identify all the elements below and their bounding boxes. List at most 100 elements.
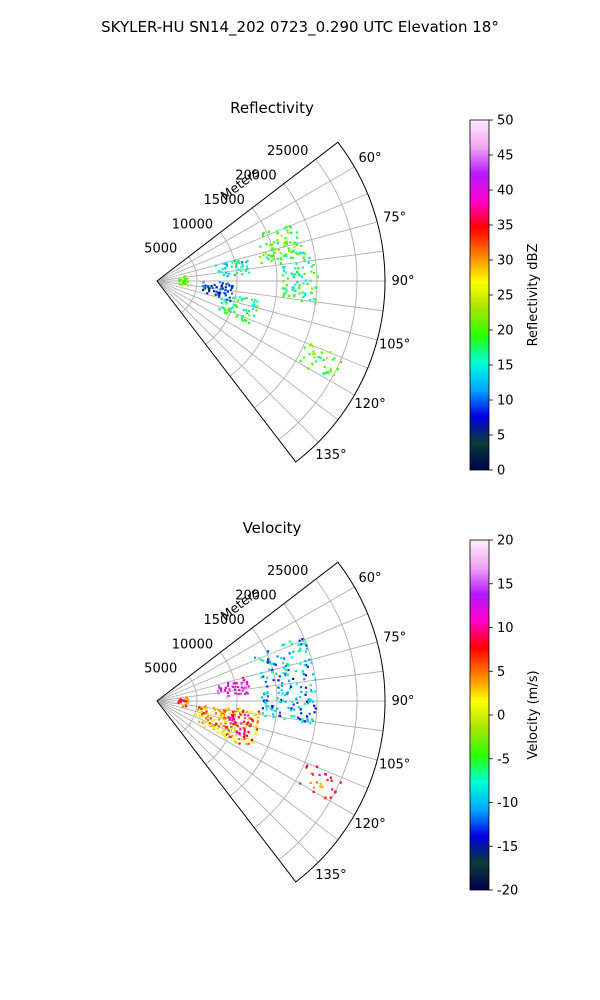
echo-gate <box>195 714 198 717</box>
echo-gate <box>218 308 221 311</box>
azimuth-tick-label: 90° <box>391 274 414 289</box>
colorbar-tick-label: 20 <box>497 534 514 549</box>
echo-gate <box>298 286 301 289</box>
echo-gate <box>301 266 305 269</box>
echo-gate <box>302 673 305 676</box>
echo-gate <box>247 721 250 724</box>
echo-gate <box>215 286 218 289</box>
echo-gate <box>231 710 234 713</box>
echo-gate <box>309 781 312 784</box>
echo-gate <box>238 708 241 711</box>
echo-gate <box>178 282 181 285</box>
echo-gate <box>238 732 241 736</box>
colorbar-label: Reflectivity dBZ <box>526 244 541 347</box>
echo-gate <box>226 691 229 694</box>
panels-group: Reflectivity500010000150002000025000Mete… <box>144 99 541 899</box>
echo-gate <box>271 662 274 665</box>
echo-gate <box>295 251 298 254</box>
echo-gate <box>316 275 319 278</box>
echo-gate <box>267 230 271 233</box>
echo-gate <box>287 673 290 676</box>
echo-gate <box>246 260 249 263</box>
echo-gate <box>292 249 295 252</box>
echo-gate <box>219 288 222 291</box>
echo-gate <box>284 665 288 668</box>
echo-gate <box>308 256 311 260</box>
echo-gate <box>262 253 265 256</box>
echo-gate <box>272 258 275 261</box>
echo-gate <box>236 261 239 264</box>
echo-gate <box>228 713 231 716</box>
echo-gate <box>306 720 309 723</box>
echo-gate <box>255 728 258 731</box>
echo-gate <box>304 674 307 677</box>
echo-gate <box>187 284 190 287</box>
azimuth-tick-label: 105° <box>379 338 410 353</box>
azimuth-gridline <box>156 280 339 421</box>
echo-gate <box>299 782 302 785</box>
echo-gate <box>285 669 288 672</box>
echo-gate <box>182 703 185 706</box>
echo-gate <box>201 713 204 716</box>
echo-gate <box>260 671 263 675</box>
range-tick-label: 10000 <box>172 637 213 652</box>
echo-gate <box>214 712 218 715</box>
echo-gate <box>227 716 230 719</box>
echo-gate <box>308 353 311 356</box>
echo-gate <box>231 306 234 309</box>
azimuth-gridline <box>156 700 368 789</box>
echo-gate <box>231 719 234 722</box>
echo-gate <box>284 674 287 677</box>
echo-gate <box>236 724 239 727</box>
echo-gate <box>320 351 323 354</box>
echo-gate <box>232 714 235 717</box>
echo-gate <box>246 742 249 745</box>
echo-gate <box>233 727 236 730</box>
echo-gate <box>292 703 295 706</box>
echo-gate <box>272 705 275 708</box>
echo-gate <box>265 256 269 259</box>
echo-gate <box>222 291 226 294</box>
echo-gate <box>233 710 236 713</box>
echo-gate <box>261 233 264 236</box>
echo-gate <box>297 716 300 719</box>
echo-gate <box>202 708 206 711</box>
echo-gate <box>265 243 268 246</box>
echo-gate <box>221 282 224 285</box>
echo-gate <box>251 304 254 307</box>
echo-gate <box>309 279 312 282</box>
echo-gate <box>267 254 270 257</box>
echo-gate <box>286 229 289 232</box>
echo-gate <box>298 274 301 277</box>
echo-gate <box>220 285 223 288</box>
echo-gate <box>287 706 290 709</box>
echo-gate <box>221 714 224 717</box>
azimuth-tick-label: 105° <box>379 758 410 773</box>
colorbar <box>469 119 490 471</box>
echo-gate <box>238 742 241 745</box>
echo-gate <box>184 704 187 707</box>
echo-gate <box>285 255 288 258</box>
echo-gate <box>312 790 315 793</box>
echo-gate <box>207 713 210 716</box>
echo-gate <box>198 721 201 724</box>
echo-gate <box>260 696 264 699</box>
echo-gate <box>278 700 282 703</box>
echo-gate <box>272 713 275 716</box>
echo-gate <box>224 725 227 728</box>
echo-gate <box>293 293 296 297</box>
echo-gate <box>302 639 305 643</box>
colorbar-tick-label: 45 <box>497 149 514 164</box>
echo-gate <box>235 265 238 268</box>
echo-gate <box>244 726 247 729</box>
echo-gate <box>233 303 236 306</box>
echo-gate <box>288 679 291 682</box>
colorbar-tick-label: 30 <box>497 254 514 269</box>
echo-gate <box>300 244 303 247</box>
echo-gate <box>266 676 269 679</box>
echo-gate <box>276 655 279 658</box>
echo-gate <box>245 265 249 268</box>
echo-gate <box>243 688 246 691</box>
echo-gate <box>299 359 302 362</box>
echo-gate <box>231 285 234 288</box>
